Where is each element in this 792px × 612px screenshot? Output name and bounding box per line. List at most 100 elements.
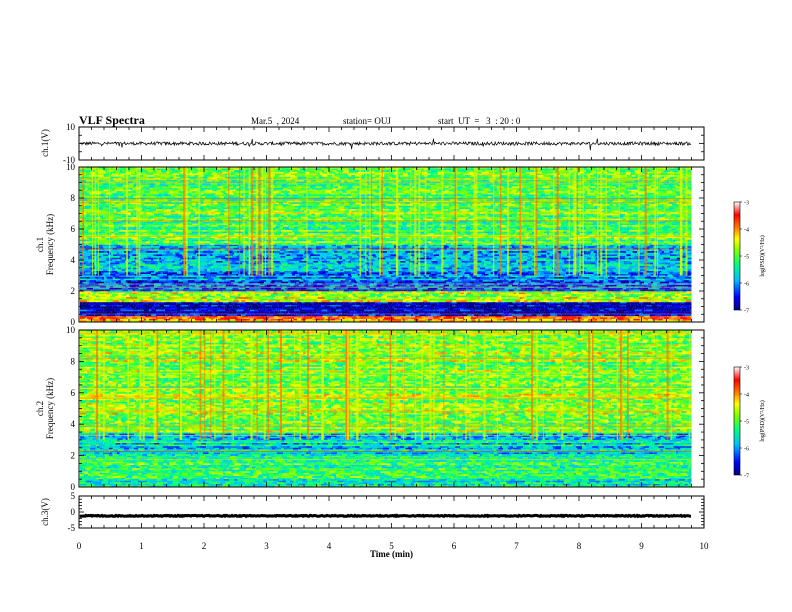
- spectrogram-cell: [657, 276, 659, 278]
- spectrogram-cell: [621, 282, 625, 284]
- spectrogram-cell: [590, 314, 597, 316]
- spectrogram-cell: [615, 272, 618, 274]
- spectrogram-cell: [384, 282, 388, 284]
- spectrogram-cell: [107, 279, 113, 281]
- spectrogram-cell: [483, 300, 487, 302]
- spectrogram-cell: [406, 314, 411, 316]
- spectrogram-cell: [540, 310, 544, 312]
- spectrogram-cell: [120, 279, 124, 281]
- spectrogram-cell: [484, 310, 487, 312]
- spectrogram-cell: [626, 285, 629, 287]
- spectrogram-cell: [120, 314, 126, 316]
- spectrogram-cell: [470, 285, 476, 287]
- spectrogram-cell: [106, 300, 112, 302]
- spectrogram-cell: [587, 279, 594, 281]
- spectrogram-cell: [215, 285, 217, 287]
- spectrogram-cell: [383, 279, 389, 281]
- spectrogram-cell: [381, 303, 385, 305]
- spectrogram-cell: [110, 246, 116, 248]
- spectrogram-cell: [414, 282, 419, 284]
- spectrogram-cell: [636, 314, 640, 316]
- spectrogram-cell: [628, 276, 630, 278]
- spectrogram-cell: [232, 310, 237, 312]
- spectrogram-cell: [648, 300, 655, 302]
- spectrogram-cell: [460, 310, 464, 312]
- spectrogram-cell: [146, 307, 153, 309]
- spectrogram-cell: [96, 310, 100, 312]
- spectrogram-cell: [349, 303, 355, 305]
- spectrogram-cell: [451, 276, 455, 278]
- spectrogram-cell: [525, 272, 529, 274]
- spectrogram-cell: [488, 246, 491, 248]
- spectrogram-cell: [402, 279, 404, 281]
- spectrogram-cell: [226, 279, 230, 281]
- spectrogram-cell: [145, 285, 149, 287]
- spectrogram-cell: [268, 310, 272, 312]
- spectrogram-cell: [617, 307, 623, 309]
- spectrogram-cell: [572, 282, 576, 284]
- spectrogram-cell: [593, 285, 599, 287]
- spectrogram-cell: [538, 279, 540, 281]
- spectrogram-cell: [612, 272, 616, 274]
- spectrogram-cell: [89, 282, 95, 284]
- spectrogram-cell: [243, 310, 250, 312]
- spectrogram-cell: [479, 314, 482, 316]
- spectrogram-cell: [428, 246, 430, 248]
- spectrogram-cell: [665, 246, 670, 248]
- spectrogram-cell: [575, 282, 578, 284]
- spectrogram-cell: [370, 300, 374, 302]
- spectrogram-cell: [666, 310, 668, 312]
- spectrogram-cell: [437, 307, 442, 309]
- spectrogram-cell: [629, 282, 632, 284]
- spectrogram-cell: [241, 300, 245, 302]
- spectrogram-cell: [523, 246, 528, 248]
- spectrogram-cell: [367, 307, 372, 309]
- spectrogram-cell: [212, 303, 218, 305]
- spectrogram-cell: [339, 314, 342, 316]
- spectrogram-cell: [96, 307, 100, 309]
- spectrogram-cell: [411, 314, 413, 316]
- spectrogram-cell: [686, 279, 691, 281]
- spectrogram-cell: [668, 310, 675, 312]
- spectrogram-cell: [329, 314, 334, 316]
- spectrogram-cell: [238, 282, 243, 284]
- spectrogram-cell: [345, 300, 352, 302]
- spectrogram-cell: [479, 276, 485, 278]
- spectrogram-cell: [258, 300, 264, 302]
- spectrogram-cell: [201, 310, 206, 312]
- spectrogram-cell: [299, 282, 304, 284]
- spectrogram-cell: [480, 285, 485, 287]
- spectrogram-cell: [174, 276, 176, 278]
- spectrogram-cell: [621, 314, 627, 316]
- spectrogram-cell: [283, 246, 289, 248]
- spectrogram-cell: [395, 310, 400, 312]
- spectrogram-cell: [450, 303, 452, 305]
- spectrogram-cell: [126, 276, 132, 278]
- spectrogram-cell: [94, 276, 101, 278]
- spectrogram-cell: [174, 282, 177, 284]
- spectrogram-cell: [183, 303, 186, 305]
- spectrogram-cell: [454, 303, 461, 305]
- spectrogram-cell: [597, 276, 602, 278]
- spectrogram-cell: [568, 282, 571, 284]
- spectrogram-cell: [216, 276, 218, 278]
- spectrogram-cell: [485, 314, 489, 316]
- spectrogram-cell: [686, 307, 689, 309]
- spectrogram-cell: [274, 246, 276, 248]
- spectrogram-cell: [309, 303, 313, 305]
- spectrogram-cell: [312, 276, 315, 278]
- spectrogram-cell: [165, 314, 167, 316]
- spectrogram-cell: [156, 272, 161, 274]
- spectrogram-cell: [268, 303, 270, 305]
- spectrogram-cell: [464, 303, 468, 305]
- spectrogram-cell: [513, 314, 518, 316]
- spectrogram-cell: [205, 272, 210, 274]
- spectrogram-cell: [565, 282, 568, 284]
- spectrogram-cell: [492, 282, 497, 284]
- spectrogram-cell: [147, 300, 150, 302]
- spectrogram-cell: [514, 246, 519, 248]
- spectrogram-cell: [383, 272, 389, 274]
- spectrogram-cell: [369, 310, 375, 312]
- spectrogram-cell: [90, 300, 96, 302]
- spectrogram-cell: [113, 279, 117, 281]
